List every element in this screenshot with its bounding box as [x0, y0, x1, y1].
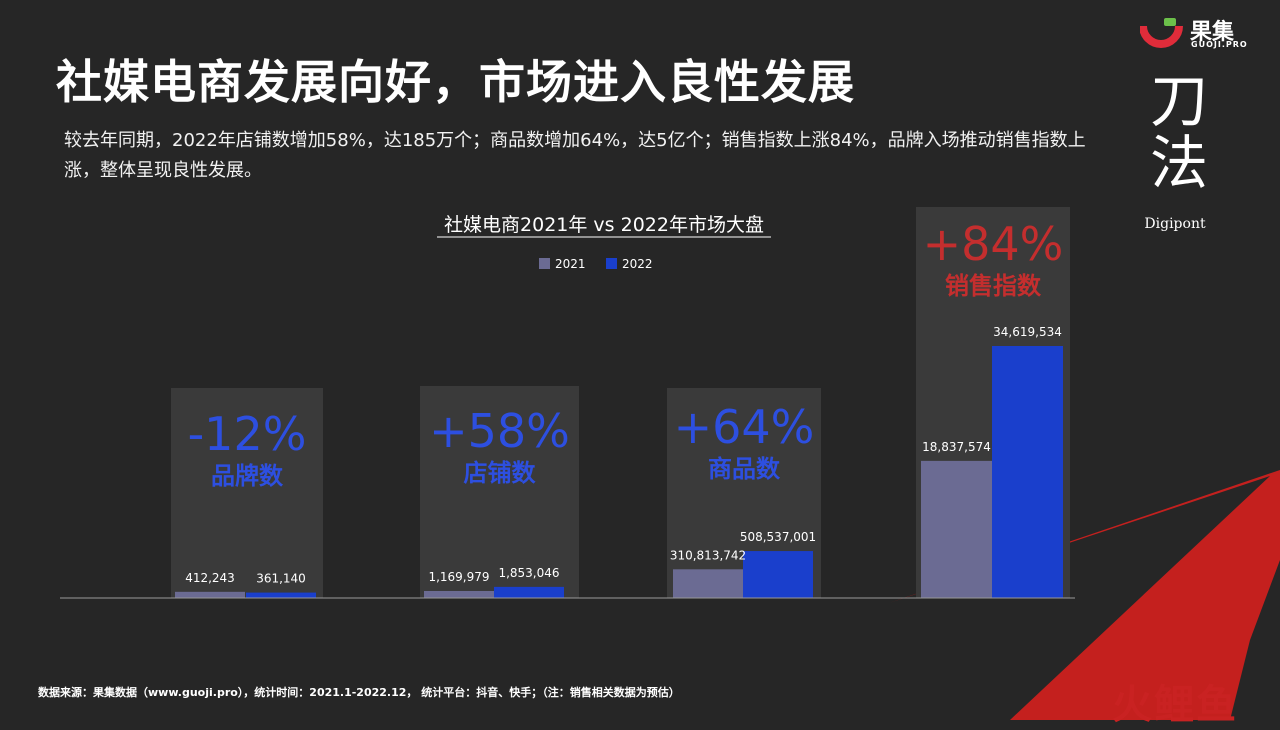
brand-english: Digipont	[1144, 216, 1206, 232]
logo-name: 果集	[1190, 20, 1235, 45]
bar-2021	[424, 590, 494, 598]
guoji-logo-icon	[1140, 18, 1183, 48]
legend-label-2022: 2022	[622, 257, 653, 271]
data-source-note: 数据来源：果集数据（www.guoji.pro），统计时间：2021.1-202…	[38, 686, 680, 699]
bar-2021	[673, 569, 743, 598]
data-label-2022: 1,853,046	[498, 566, 559, 580]
page-subtitle: 较去年同期，2022年店铺数增加58%，达185万个；商品数增加64%，达5亿个…	[64, 130, 1086, 181]
red-swoosh-shape	[880, 470, 1280, 720]
data-label-2021: 310,813,742	[670, 548, 746, 562]
bar-2022	[743, 551, 813, 598]
change-percent-label: +84%	[923, 217, 1064, 271]
change-percent-label: +58%	[429, 404, 570, 458]
chart-title: 社媒电商2021年 vs 2022年市场大盘	[444, 214, 764, 236]
change-percent-label: -12%	[188, 407, 307, 461]
bar-2021	[175, 591, 245, 598]
data-label-2021: 18,837,574	[922, 440, 991, 454]
legend-swatch-2021	[539, 258, 550, 269]
bar-2021	[921, 460, 992, 598]
bar-2022	[992, 346, 1063, 598]
bar-2022	[246, 592, 316, 598]
data-label-2022: 361,140	[256, 572, 306, 586]
category-label: 店铺数	[464, 459, 537, 487]
category-label: 商品数	[708, 455, 781, 483]
page-title: 社媒电商发展向好，市场进入良性发展	[56, 55, 855, 109]
data-label-2021: 1,169,979	[428, 570, 489, 584]
brand-mark: 刀法	[1149, 67, 1208, 197]
bar-2022	[494, 586, 564, 598]
data-label-2022: 508,537,001	[740, 530, 816, 544]
category-panel	[420, 386, 579, 598]
legend-swatch-2022	[606, 258, 617, 269]
category-label: 销售指数	[945, 272, 1042, 300]
watermark-text: 火鲤鱼	[1112, 682, 1238, 728]
change-percent-label: +64%	[674, 400, 815, 454]
data-label-2021: 412,243	[185, 571, 235, 585]
category-panel	[171, 388, 323, 598]
data-label-2022: 34,619,534	[993, 325, 1062, 339]
legend-label-2021: 2021	[555, 257, 586, 271]
logo-english: GUOJI.PRO	[1191, 40, 1248, 49]
category-label: 品牌数	[211, 462, 284, 490]
